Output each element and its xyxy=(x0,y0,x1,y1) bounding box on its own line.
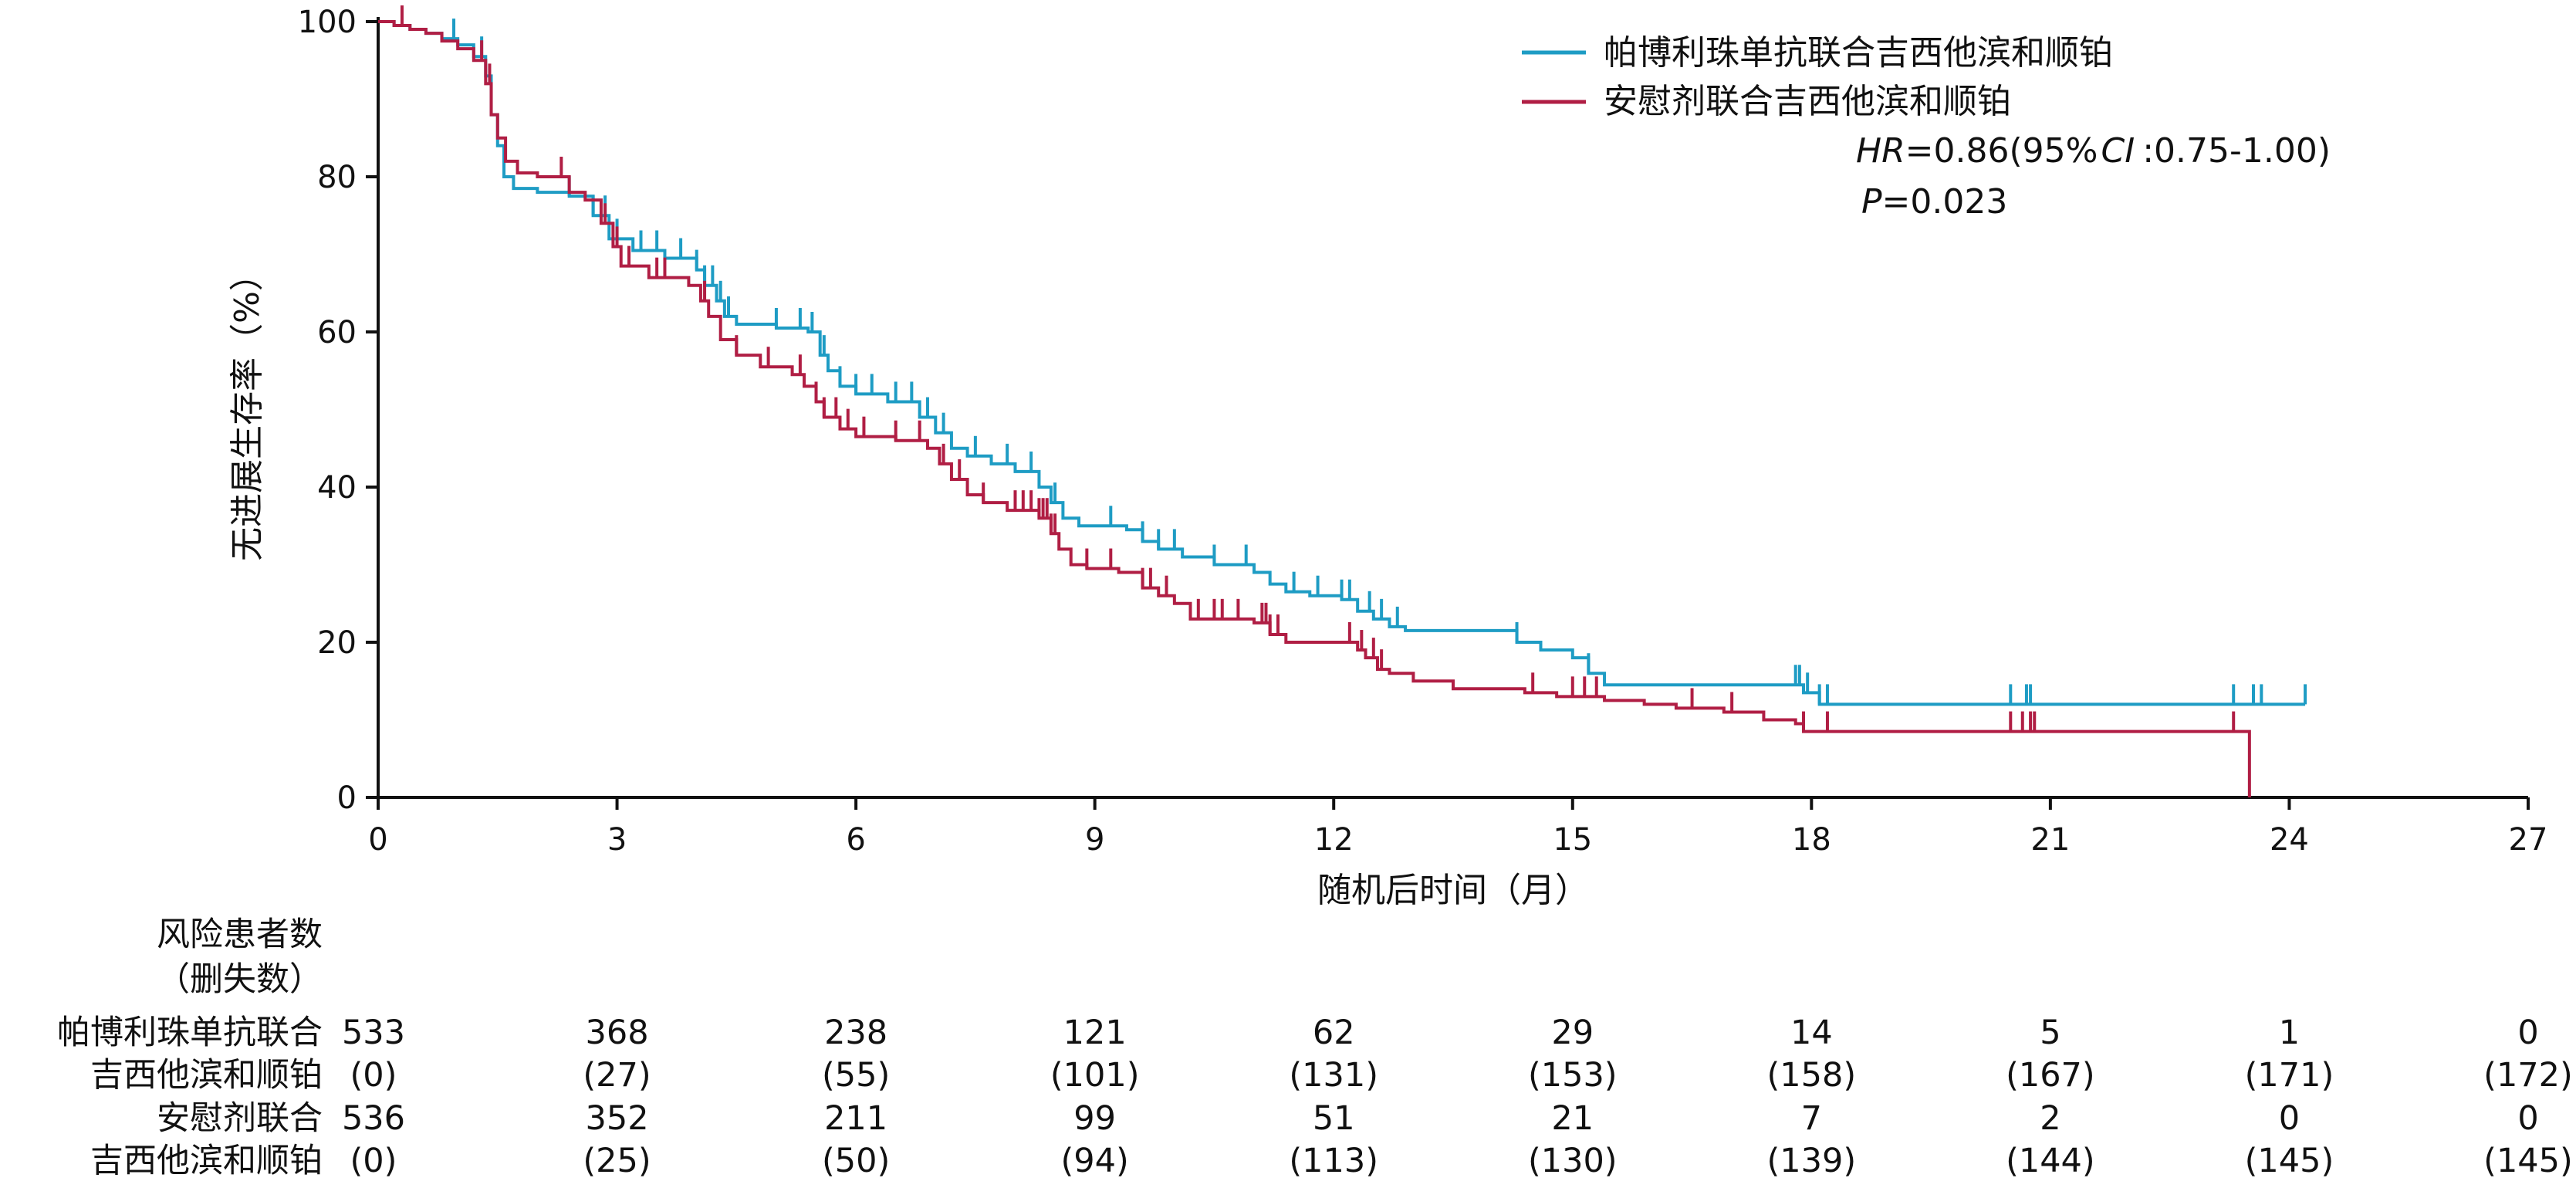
censored-count: (172) xyxy=(2483,1056,2573,1095)
risk-table-subtitle: （删失数） xyxy=(157,960,323,999)
p-value-annotation: P=0.023 xyxy=(1861,182,2007,222)
x-tick-label: 12 xyxy=(1314,822,1354,858)
risk-count: 0 xyxy=(2279,1099,2300,1138)
y-tick-label: 20 xyxy=(317,625,357,661)
risk-table: 风险患者数 （删失数） 帕博利珠单抗联合 吉西他滨和顺铂 安慰剂联合 吉西他滨和… xyxy=(57,916,2573,1180)
risk-count: 51 xyxy=(1313,1099,1355,1138)
risk-group-label: 安慰剂联合 xyxy=(157,1099,323,1138)
x-tick-label: 0 xyxy=(368,822,387,858)
censored-count: (167) xyxy=(2006,1056,2095,1095)
risk-group-label: 吉西他滨和顺铂 xyxy=(90,1056,323,1095)
y-axis-title: 无进展生存率（%） xyxy=(228,257,267,561)
risk-count: 21 xyxy=(1551,1099,1594,1138)
risk-count: 0 xyxy=(2517,1014,2538,1052)
censored-count: (55) xyxy=(822,1056,890,1095)
censored-count: (158) xyxy=(1767,1056,1857,1095)
censored-count: (94) xyxy=(1061,1142,1129,1180)
x-tick-label: 3 xyxy=(607,822,627,858)
x-tick-label: 21 xyxy=(2030,822,2070,858)
x-tick-label: 6 xyxy=(846,822,865,858)
risk-count: 238 xyxy=(824,1014,887,1052)
censored-count: (171) xyxy=(2245,1056,2334,1095)
risk-count: 121 xyxy=(1063,1014,1127,1052)
censored-count: (0) xyxy=(350,1142,397,1180)
censored-count: (139) xyxy=(1767,1142,1857,1180)
risk-count: 211 xyxy=(824,1099,887,1138)
risk-count: 7 xyxy=(1801,1099,1822,1138)
x-tick-label: 27 xyxy=(2509,822,2548,858)
censored-count: (145) xyxy=(2483,1142,2573,1180)
series-group xyxy=(378,5,2307,797)
risk-count: 368 xyxy=(586,1014,649,1052)
censored-count: (0) xyxy=(350,1056,397,1095)
censored-count: (144) xyxy=(2006,1142,2095,1180)
y-tick-label: 40 xyxy=(317,470,357,506)
y-tick-label: 0 xyxy=(337,780,357,816)
x-axis-title: 随机后时间（月） xyxy=(1317,871,1589,910)
x-tick-label: 24 xyxy=(2270,822,2309,858)
km-curve-pembrolizumab xyxy=(378,20,2306,706)
censored-count: (131) xyxy=(1289,1056,1378,1095)
risk-count: 536 xyxy=(342,1099,405,1138)
risk-group-label: 帕博利珠单抗联合 xyxy=(57,1014,323,1052)
risk-cells: 533 368 238 121 62 29 14 5 1 0(0) (27) (55) (101) (13… xyxy=(342,1014,2573,1180)
censored-count: (113) xyxy=(1289,1142,1378,1180)
risk-count: 62 xyxy=(1313,1014,1355,1052)
censored-count: (130) xyxy=(1528,1142,1618,1180)
x-tick-label: 15 xyxy=(1553,822,1592,858)
risk-count: 1 xyxy=(2279,1014,2300,1052)
risk-count: 0 xyxy=(2517,1099,2538,1138)
risk-count: 352 xyxy=(586,1099,649,1138)
y-tick-label: 100 xyxy=(298,5,357,40)
x-tick-label: 9 xyxy=(1085,822,1104,858)
legend-label-placebo: 安慰剂联合吉西他滨和顺铂 xyxy=(1604,82,2011,121)
legend: 帕博利珠单抗联合吉西他滨和顺铂 安慰剂联合吉西他滨和顺铂 xyxy=(1522,33,2113,121)
risk-count: 2 xyxy=(2040,1099,2060,1138)
censored-count: (25) xyxy=(583,1142,651,1180)
risk-count: 14 xyxy=(1790,1014,1833,1052)
risk-count: 533 xyxy=(342,1014,405,1052)
risk-table-title: 风险患者数 xyxy=(157,916,323,954)
censored-count: (101) xyxy=(1050,1056,1140,1095)
risk-count: 29 xyxy=(1551,1014,1594,1052)
axes xyxy=(377,17,2528,799)
y-tick-label: 60 xyxy=(317,315,357,350)
hazard-ratio-annotation: HR=0.86(95%CI:0.75-1.00) xyxy=(1856,131,2331,171)
censored-count: (145) xyxy=(2245,1142,2334,1180)
risk-count: 99 xyxy=(1073,1099,1116,1138)
x-tick-label: 18 xyxy=(1792,822,1831,858)
y-tick-label: 80 xyxy=(317,160,357,195)
censored-count: (50) xyxy=(822,1142,890,1180)
risk-count: 5 xyxy=(2040,1014,2060,1052)
ticks: 0 3 6 9 12 15 18 21 24 27 0 20 40 60 80 100 xyxy=(298,5,2548,858)
censored-count: (153) xyxy=(1528,1056,1618,1095)
risk-group-label: 吉西他滨和顺铂 xyxy=(90,1142,323,1180)
legend-label-pembrolizumab: 帕博利珠单抗联合吉西他滨和顺铂 xyxy=(1604,33,2113,73)
censored-count: (27) xyxy=(583,1056,651,1095)
